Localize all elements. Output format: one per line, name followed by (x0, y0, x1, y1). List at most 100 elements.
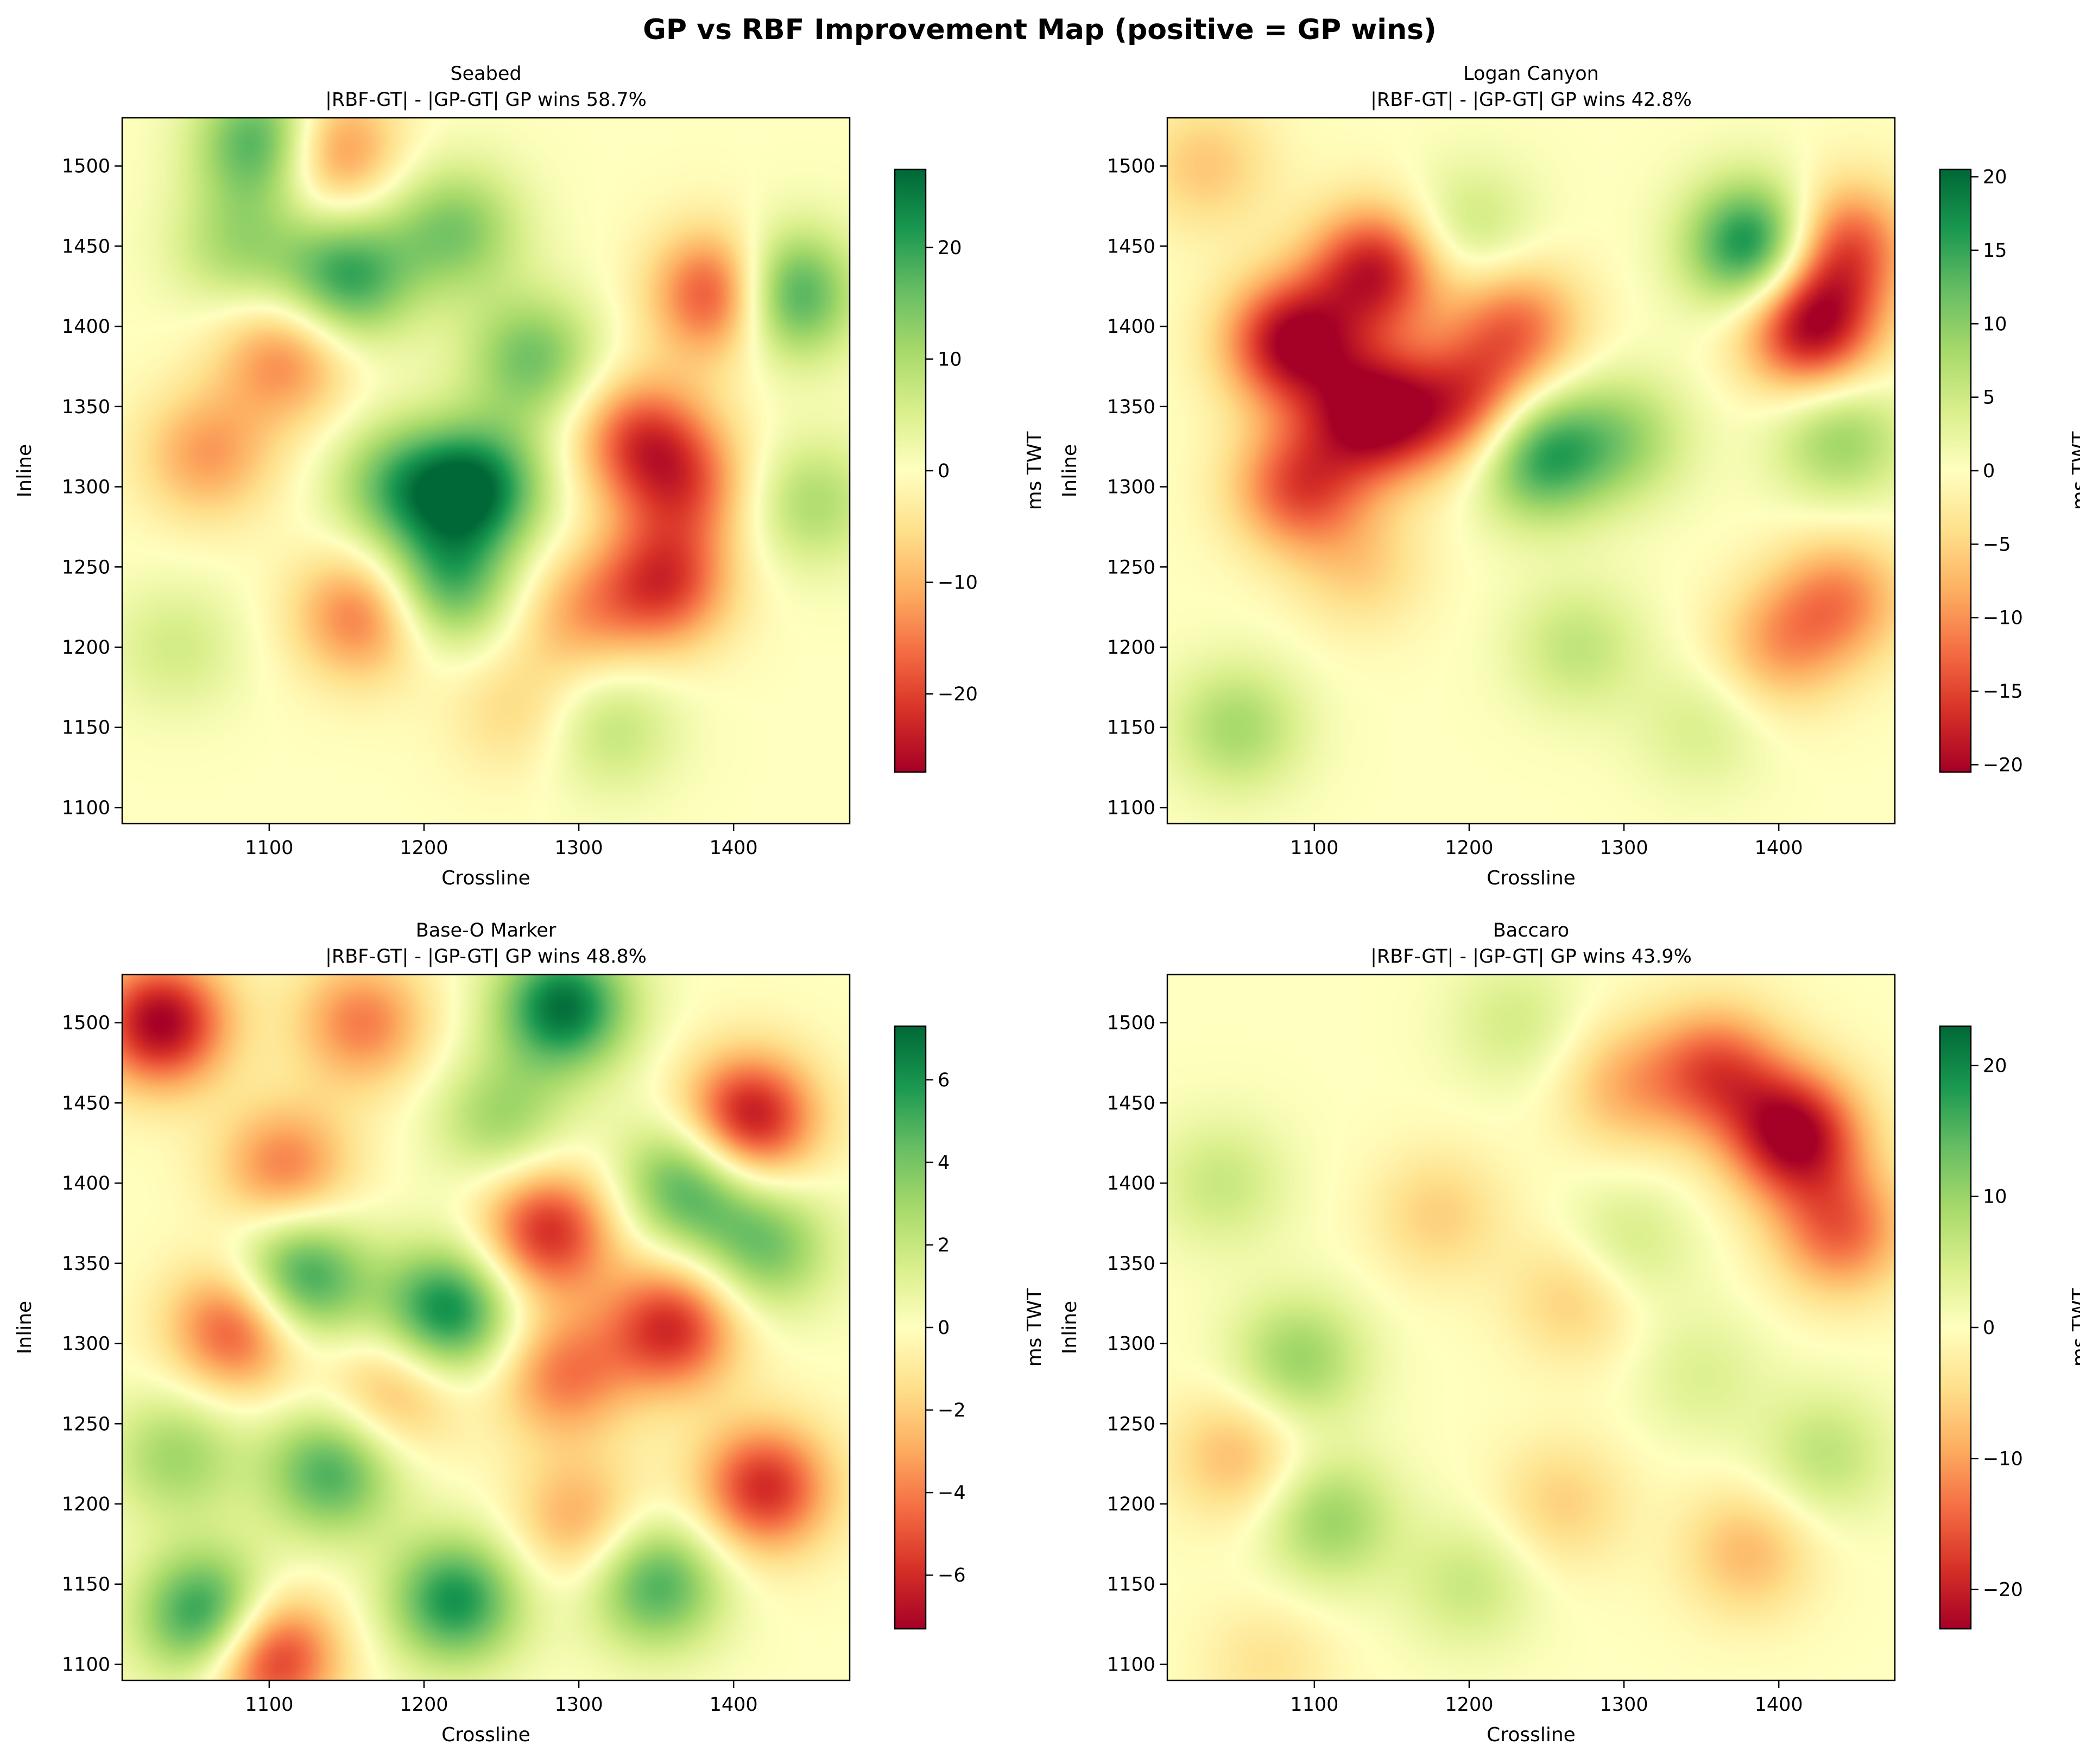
y-tick-label: 1500 (62, 156, 110, 178)
axes-frame (121, 973, 851, 1681)
panel-3: Base-O Marker |RBF-GT| - |GP-GT| GP wins … (14, 920, 1046, 1746)
panel-title: Base-O Marker (416, 920, 557, 941)
colorbar-tick-label: 10 (1983, 1186, 2007, 1208)
x-tick-label: 1400 (710, 1694, 758, 1716)
y-tick-label: 1350 (62, 1253, 110, 1275)
panel-subtitle: |RBF-GT| - |GP-GT| GP wins 58.7% (325, 89, 647, 111)
panel-2: Logan Canyon |RBF-GT| - |GP-GT| GP wins 4… (1059, 63, 2080, 889)
panel-subtitle: |RBF-GT| - |GP-GT| GP wins 43.9% (1370, 946, 1692, 968)
y-tick-label: 1250 (1107, 557, 1155, 578)
panels: Seabed |RBF-GT| - |GP-GT| GP wins 58.7% 11… (14, 63, 2080, 1746)
panel-title: Seabed (450, 63, 521, 85)
colorbar-tick-label: 4 (938, 1152, 950, 1174)
heatmap-image (1167, 975, 1895, 1680)
y-tick-label: 1400 (1107, 316, 1155, 338)
colorbar-label: ms TWT (1023, 431, 1046, 510)
y-tick-label: 1400 (62, 1173, 110, 1194)
x-axis-label: Crossline (1487, 867, 1576, 889)
y-tick-label: 1500 (62, 1013, 110, 1034)
colorbar-label: ms TWT (2069, 1288, 2080, 1367)
colorbar-tick-label: −10 (1983, 608, 2023, 629)
y-tick-label: 1300 (62, 477, 110, 498)
axes-frame (1166, 117, 1896, 825)
y-tick-label: 1200 (62, 1494, 110, 1515)
y-tick-label: 1150 (1107, 1574, 1155, 1596)
y-tick-label: 1200 (62, 637, 110, 659)
y-axis-label: Inline (1059, 444, 1081, 497)
x-tick-label: 1200 (400, 1694, 448, 1716)
colorbar-tick-label: −5 (1983, 534, 2011, 555)
colorbar-tick-label: −4 (938, 1482, 966, 1504)
colorbar-tick-label: −10 (938, 572, 978, 594)
y-tick-label: 1450 (62, 236, 110, 257)
x-axis-label: Crossline (441, 867, 530, 889)
axes-frame (121, 117, 851, 825)
x-tick-label: 1400 (710, 837, 758, 859)
colorbar (1940, 169, 1971, 772)
x-tick-label: 1300 (1600, 1694, 1648, 1716)
y-tick-label: 1350 (1107, 1253, 1155, 1275)
colorbar (895, 1026, 926, 1629)
y-tick-label: 1250 (1107, 1413, 1155, 1435)
colorbar-label: ms TWT (2069, 431, 2080, 510)
y-tick-label: 1100 (62, 1654, 110, 1676)
y-tick-label: 1300 (62, 1333, 110, 1355)
y-tick-label: 1150 (1107, 717, 1155, 739)
x-tick-label: 1100 (1290, 1694, 1338, 1716)
panel-4: Baccaro |RBF-GT| - |GP-GT| GP wins 43.9% 1… (1059, 920, 2080, 1746)
y-tick-label: 1150 (62, 717, 110, 739)
colorbar-tick-label: −15 (1983, 681, 2023, 703)
colorbar-tick-label: 0 (1983, 1317, 1995, 1339)
y-tick-label: 1450 (1107, 236, 1155, 257)
y-tick-label: 1300 (1107, 1333, 1155, 1355)
y-tick-label: 1450 (1107, 1092, 1155, 1114)
colorbar-tick-label: 0 (938, 460, 950, 482)
colorbar-tick-label: −20 (938, 684, 978, 705)
colorbar-tick-label: 0 (938, 1317, 950, 1339)
y-tick-label: 1200 (1107, 637, 1155, 659)
y-tick-label: 1300 (1107, 477, 1155, 498)
panel-title: Logan Canyon (1463, 63, 1599, 85)
y-tick-label: 1400 (1107, 1173, 1155, 1194)
heatmap-image (122, 118, 850, 824)
panel-subtitle: |RBF-GT| - |GP-GT| GP wins 42.8% (1370, 89, 1692, 111)
y-tick-label: 1100 (62, 797, 110, 819)
x-tick-label: 1200 (1445, 1694, 1493, 1716)
heatmap-image (1167, 118, 1895, 824)
figure-title: GP vs RBF Improvement Map (positive = GP… (643, 14, 1437, 46)
panel-subtitle: |RBF-GT| - |GP-GT| GP wins 48.8% (325, 946, 647, 968)
x-tick-label: 1100 (245, 837, 293, 859)
y-tick-label: 1250 (62, 557, 110, 578)
y-tick-label: 1500 (1107, 156, 1155, 178)
colorbar-label: ms TWT (1023, 1288, 1046, 1367)
y-tick-label: 1350 (62, 396, 110, 418)
colorbar-tick-label: 6 (938, 1070, 950, 1091)
x-tick-label: 1100 (245, 1694, 293, 1716)
colorbar-tick-label: −2 (938, 1400, 966, 1421)
panel-1: Seabed |RBF-GT| - |GP-GT| GP wins 58.7% 11… (14, 63, 1046, 889)
x-tick-label: 1200 (1445, 837, 1493, 859)
heatmap-image (122, 975, 850, 1680)
x-tick-label: 1300 (555, 1694, 603, 1716)
colorbar (1940, 1026, 1971, 1629)
x-tick-label: 1200 (400, 837, 448, 859)
colorbar-tick-label: −20 (1983, 754, 2023, 776)
x-tick-label: 1300 (1600, 837, 1648, 859)
colorbar-tick-label: −10 (1983, 1448, 2023, 1470)
y-tick-label: 1100 (1107, 1654, 1155, 1676)
colorbar-tick-label: 20 (1983, 1055, 2007, 1077)
colorbar-tick-label: 15 (1983, 240, 2007, 262)
colorbar-tick-label: 20 (1983, 167, 2007, 188)
colorbar-tick-label: −20 (1983, 1579, 2023, 1601)
colorbar-tick-label: 0 (1983, 460, 1995, 482)
x-tick-label: 1400 (1755, 837, 1803, 859)
x-tick-label: 1100 (1290, 837, 1338, 859)
colorbar-tick-label: 10 (938, 349, 962, 370)
x-axis-label: Crossline (1487, 1724, 1576, 1746)
colorbar-tick-label: 2 (938, 1235, 950, 1256)
y-axis-label: Inline (14, 444, 36, 497)
y-tick-label: 1200 (1107, 1494, 1155, 1515)
colorbar-tick-label: 10 (1983, 313, 2007, 335)
y-axis-label: Inline (14, 1301, 36, 1354)
